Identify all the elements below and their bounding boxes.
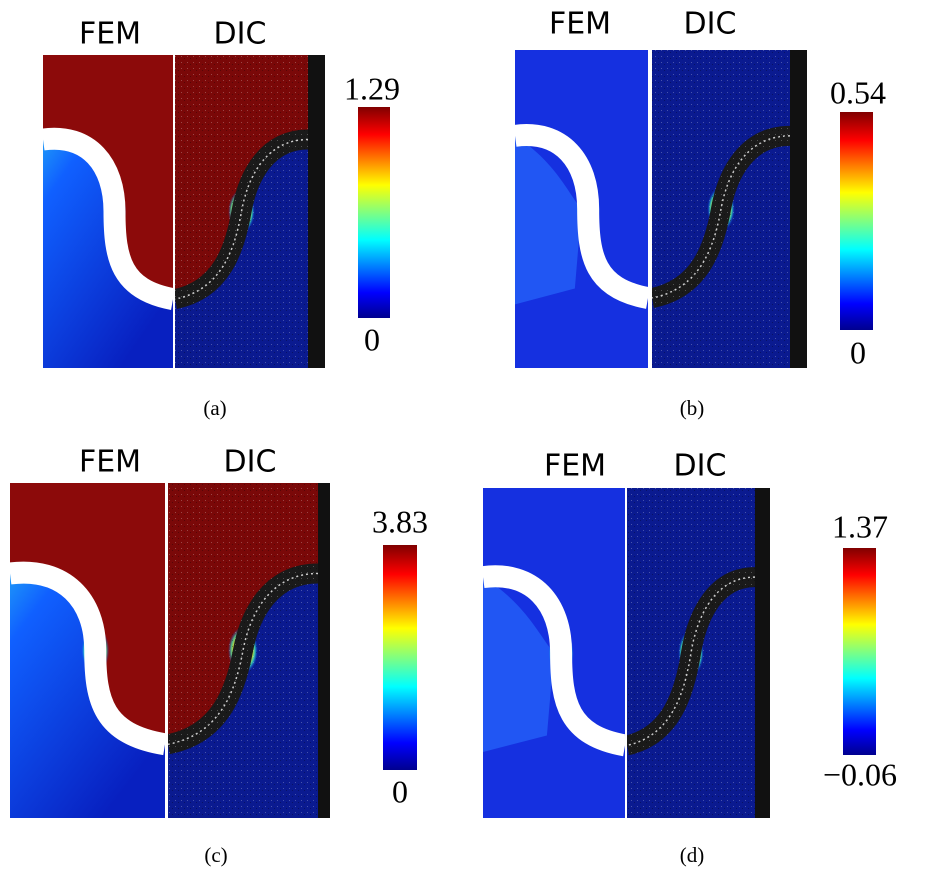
fem-low-field [515,135,582,305]
colorbar [383,545,417,770]
grip-bar [790,50,807,368]
caption: (a) [203,396,226,420]
caption: (d) [680,843,705,867]
colorbar-min: −0.06 [823,756,897,792]
dic-noise [627,488,755,818]
panel: FEM DIC 1.29 0 (a) [43,17,400,420]
panel: FEM DIC 0.54 0 (b) [515,7,886,420]
fem-gap [10,573,165,745]
grip-bar [755,488,770,818]
caption: (b) [680,396,705,420]
fem-low-field [483,577,554,752]
panel: FEM DIC 3.83 0 (c) [10,445,428,867]
fem-image [10,483,165,818]
dic-noise [652,50,790,368]
fem-image [43,55,173,368]
colorbar-min: 0 [850,334,866,370]
caption: (c) [204,843,227,867]
colorbar [358,107,390,318]
fem-label: FEM [79,17,141,52]
grip-bar [308,55,325,368]
dic-label: DIC [224,445,277,480]
dic-label: DIC [674,449,727,484]
dic-label: DIC [684,7,737,42]
colorbar-max: 3.83 [372,503,428,539]
panel: FEM DIC 1.37 −0.06 (d) [483,449,897,867]
fem-image [483,488,625,818]
dic-noise [175,55,308,368]
colorbar [843,548,876,755]
dic-noise [168,483,318,818]
fem-gap [483,576,625,745]
colorbar [840,112,873,330]
colorbar-max: 0.54 [830,74,886,110]
colorbar-min: 0 [392,773,408,809]
fem-label: FEM [549,7,611,42]
dic-label: DIC [214,17,267,52]
grip-bar [318,483,330,818]
colorbar-max: 1.37 [832,508,888,544]
colorbar-min: 0 [364,321,380,357]
fem-gap [515,135,648,298]
fem-gap [43,139,173,299]
fem-label: FEM [79,445,141,480]
fem-high-field [10,483,165,745]
colorbar-max: 1.29 [344,70,400,106]
fem-high-field [43,55,173,300]
fem-label: FEM [544,449,606,484]
fem-image [515,50,648,368]
